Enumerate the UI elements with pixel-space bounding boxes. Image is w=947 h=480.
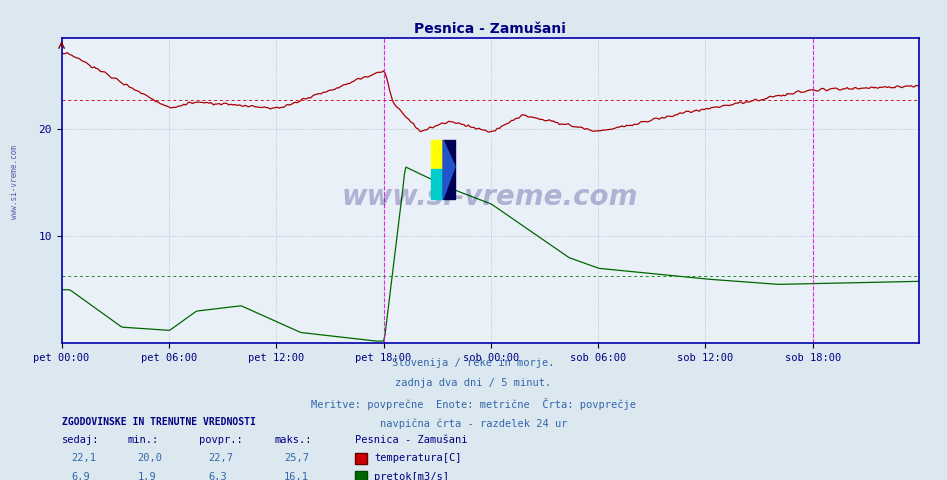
Text: Pesnica - Zamušani: Pesnica - Zamušani — [355, 435, 468, 445]
Text: Meritve: povprečne  Enote: metrične  Črta: povprečje: Meritve: povprečne Enote: metrične Črta:… — [311, 398, 636, 410]
Text: 25,7: 25,7 — [284, 453, 309, 463]
Text: 1,9: 1,9 — [137, 471, 156, 480]
Text: sedaj:: sedaj: — [62, 435, 99, 445]
Text: maks.:: maks.: — [275, 435, 313, 445]
Text: 22,7: 22,7 — [208, 453, 233, 463]
Polygon shape — [443, 140, 456, 199]
Bar — [431, 169, 443, 199]
Text: ZGODOVINSKE IN TRENUTNE VREDNOSTI: ZGODOVINSKE IN TRENUTNE VREDNOSTI — [62, 417, 256, 427]
Text: navpična črta - razdelek 24 ur: navpična črta - razdelek 24 ur — [380, 418, 567, 429]
Text: povpr.:: povpr.: — [199, 435, 242, 445]
Text: 6,3: 6,3 — [208, 471, 227, 480]
Text: 22,1: 22,1 — [71, 453, 96, 463]
Text: min.:: min.: — [128, 435, 159, 445]
Text: www.si-vreme.com: www.si-vreme.com — [342, 183, 638, 211]
Text: 16,1: 16,1 — [284, 471, 309, 480]
Text: 20,0: 20,0 — [137, 453, 162, 463]
Text: www.si-vreme.com: www.si-vreme.com — [9, 145, 19, 219]
Text: zadnja dva dni / 5 minut.: zadnja dva dni / 5 minut. — [396, 378, 551, 388]
Text: pretok[m3/s]: pretok[m3/s] — [374, 471, 449, 480]
Title: Pesnica - Zamušani: Pesnica - Zamušani — [414, 22, 566, 36]
Text: temperatura[C]: temperatura[C] — [374, 453, 461, 463]
Bar — [443, 140, 456, 199]
Bar — [431, 140, 443, 169]
Text: 6,9: 6,9 — [71, 471, 90, 480]
Text: Slovenija / reke in morje.: Slovenija / reke in morje. — [392, 358, 555, 368]
